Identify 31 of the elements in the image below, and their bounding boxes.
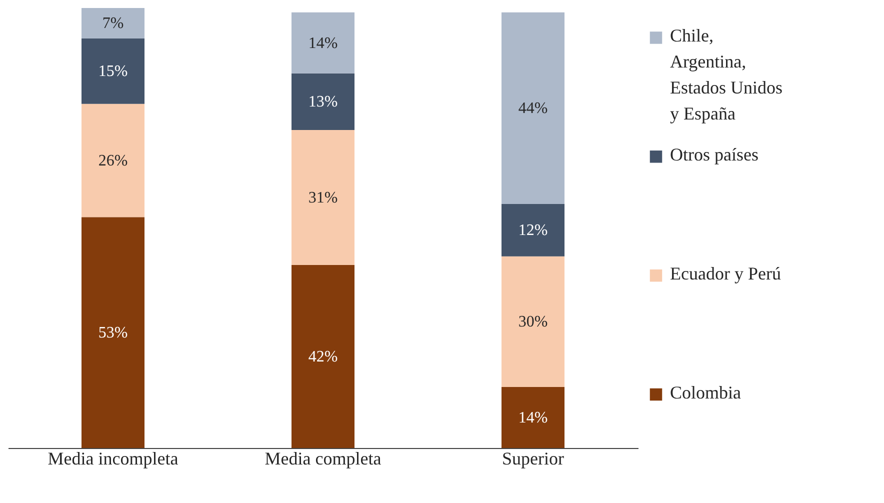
bar	[82, 38, 144, 104]
bar	[502, 12, 564, 204]
bar	[292, 73, 354, 130]
data-label: 26%	[98, 152, 128, 170]
data-label: 44%	[518, 100, 548, 118]
legend-label: Otros países	[670, 144, 758, 165]
data-label: 7%	[102, 15, 124, 32]
bar	[82, 8, 144, 38]
bar	[82, 217, 144, 448]
legend-label: Chile, Argentina, Estados Unidos y España	[670, 26, 782, 124]
x-tick-label: Media incompleta	[48, 448, 178, 468]
data-label: 15%	[98, 63, 128, 80]
data-label: 42%	[308, 348, 338, 366]
data-label: 53%	[98, 324, 128, 342]
bar	[502, 387, 564, 448]
bar	[292, 265, 354, 448]
data-label: 12%	[518, 222, 548, 240]
bar	[82, 104, 144, 218]
data-label: 30%	[518, 314, 548, 331]
legend-label: Colombia	[670, 382, 742, 402]
data-label: 13%	[308, 94, 338, 111]
bar	[292, 12, 354, 74]
x-tick-label: Media completa	[264, 448, 382, 468]
data-label: 14%	[308, 34, 338, 52]
legend-label: Ecuador y Perú	[670, 264, 781, 284]
bar	[292, 130, 354, 266]
data-label: 31%	[308, 190, 338, 207]
bar	[502, 204, 564, 256]
bar	[502, 256, 564, 388]
x-tick-label: Superior	[502, 448, 564, 468]
data-label: 14%	[518, 410, 548, 427]
